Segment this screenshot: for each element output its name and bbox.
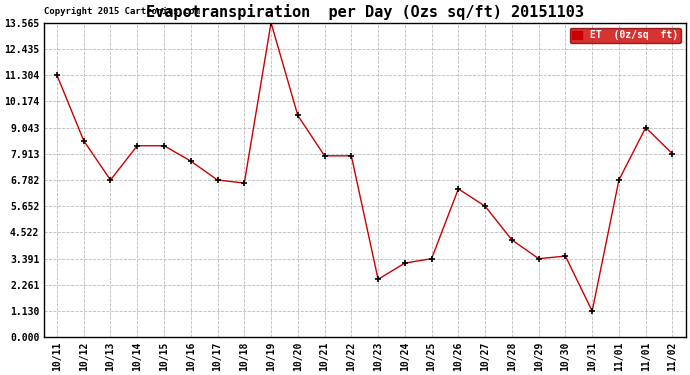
Title: Evapotranspiration  per Day (Ozs sq/ft) 20151103: Evapotranspiration per Day (Ozs sq/ft) 2… [146,4,584,20]
Text: Copyright 2015 Cartronics.com: Copyright 2015 Cartronics.com [43,8,199,16]
Legend: ET  (0z/sq  ft): ET (0z/sq ft) [569,28,681,44]
